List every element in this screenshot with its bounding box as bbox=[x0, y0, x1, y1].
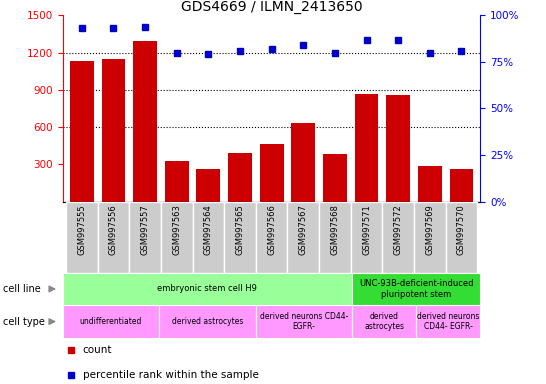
Text: derived neurons
CD44- EGFR-: derived neurons CD44- EGFR- bbox=[417, 312, 479, 331]
Bar bbox=[382, 202, 414, 273]
Bar bbox=[98, 202, 129, 273]
Bar bbox=[133, 41, 157, 202]
Text: GSM997563: GSM997563 bbox=[172, 204, 181, 255]
Text: embryonic stem cell H9: embryonic stem cell H9 bbox=[157, 285, 257, 293]
Text: GSM997556: GSM997556 bbox=[109, 204, 118, 255]
Bar bbox=[63, 305, 159, 338]
Bar bbox=[63, 273, 352, 305]
Bar bbox=[70, 61, 94, 202]
Text: GSM997570: GSM997570 bbox=[457, 204, 466, 255]
Text: undifferentiated: undifferentiated bbox=[80, 317, 142, 326]
Bar bbox=[416, 305, 480, 338]
Bar bbox=[352, 305, 416, 338]
Text: UNC-93B-deficient-induced
pluripotent stem: UNC-93B-deficient-induced pluripotent st… bbox=[359, 279, 473, 299]
Bar bbox=[319, 202, 351, 273]
Bar bbox=[387, 95, 410, 202]
Bar bbox=[224, 202, 256, 273]
Text: percentile rank within the sample: percentile rank within the sample bbox=[83, 370, 259, 381]
Bar bbox=[102, 59, 125, 202]
Bar bbox=[193, 202, 224, 273]
Text: cell type: cell type bbox=[3, 316, 45, 327]
Bar bbox=[446, 202, 477, 273]
Bar bbox=[414, 202, 446, 273]
Bar bbox=[449, 169, 473, 202]
Text: GSM997568: GSM997568 bbox=[330, 204, 340, 255]
Bar bbox=[161, 202, 193, 273]
Bar bbox=[159, 305, 256, 338]
Title: GDS4669 / ILMN_2413650: GDS4669 / ILMN_2413650 bbox=[181, 0, 363, 14]
Bar bbox=[66, 202, 98, 273]
Text: derived
astrocytes: derived astrocytes bbox=[364, 312, 404, 331]
Bar bbox=[165, 161, 188, 202]
Text: derived astrocytes: derived astrocytes bbox=[171, 317, 243, 326]
Bar bbox=[323, 154, 347, 202]
Text: cell line: cell line bbox=[3, 284, 40, 294]
Bar bbox=[351, 202, 382, 273]
Text: GSM997564: GSM997564 bbox=[204, 204, 213, 255]
Text: GSM997566: GSM997566 bbox=[267, 204, 276, 255]
Bar bbox=[197, 169, 220, 202]
Bar bbox=[292, 123, 315, 202]
Bar bbox=[260, 144, 283, 202]
Bar bbox=[228, 153, 252, 202]
Text: count: count bbox=[83, 345, 112, 356]
Text: GSM997555: GSM997555 bbox=[78, 204, 86, 255]
Bar bbox=[256, 305, 352, 338]
Text: GSM997572: GSM997572 bbox=[394, 204, 403, 255]
Bar bbox=[418, 166, 442, 202]
Bar bbox=[256, 202, 287, 273]
Text: GSM997571: GSM997571 bbox=[362, 204, 371, 255]
Text: GSM997569: GSM997569 bbox=[425, 204, 435, 255]
Text: GSM997557: GSM997557 bbox=[140, 204, 150, 255]
Bar bbox=[287, 202, 319, 273]
Text: GSM997567: GSM997567 bbox=[299, 204, 308, 255]
Text: derived neurons CD44-
EGFR-: derived neurons CD44- EGFR- bbox=[259, 312, 348, 331]
Bar bbox=[352, 273, 480, 305]
Bar bbox=[129, 202, 161, 273]
Bar bbox=[355, 94, 378, 202]
Text: GSM997565: GSM997565 bbox=[235, 204, 245, 255]
